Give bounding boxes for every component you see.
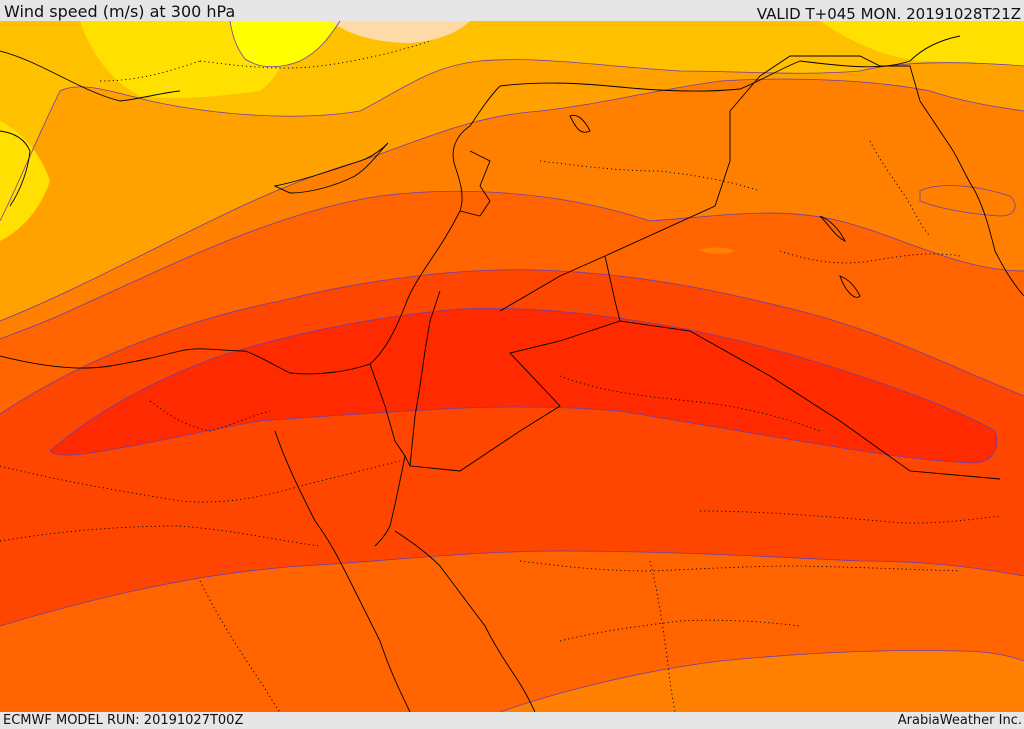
model-run-label: ECMWF MODEL RUN: 20191027T00Z (3, 713, 244, 728)
wind-speed-map (0, 21, 1024, 712)
coastline (499, 35, 961, 92)
credit-label: ArabiaWeather Inc. (897, 713, 1022, 728)
wind-band-gold (0, 21, 1024, 241)
wind-contours (0, 21, 1024, 712)
map-canvas (0, 21, 1024, 712)
contour-line (229, 21, 341, 68)
wind-band-yellow (230, 21, 340, 67)
coastline (0, 130, 31, 207)
coastline (274, 430, 411, 712)
contour-line (49, 308, 998, 464)
wind-jet-core (50, 308, 997, 463)
border-line (459, 150, 491, 217)
coastline (0, 50, 181, 102)
boundary-line (199, 580, 281, 712)
contour-line (499, 650, 1024, 712)
wind-band-orange-island-2 (770, 141, 810, 155)
border-line (409, 290, 441, 467)
coastline (0, 85, 501, 375)
boundary-line (559, 375, 821, 432)
boundary-line (539, 160, 761, 192)
coastline (919, 100, 1024, 297)
wind-band-pale (330, 21, 470, 43)
contour-line (0, 550, 1024, 627)
boundary-line (0, 525, 321, 547)
contour-line (0, 59, 1024, 222)
coastlines (0, 35, 1024, 712)
border-line (369, 320, 1001, 480)
valid-time-label: VALID T+045 MON. 20191028T21Z (756, 5, 1021, 23)
coastline (374, 455, 406, 547)
footer-bar: ECMWF MODEL RUN: 20191027T00Z ArabiaWeat… (0, 712, 1024, 729)
coastline (394, 530, 536, 712)
wind-band-orange-south (500, 650, 1024, 712)
wind-band-orange-island (920, 185, 1016, 216)
boundary-line (149, 400, 271, 432)
wind-band-orange-island-3 (698, 247, 735, 254)
border-line (499, 55, 921, 312)
coastline (839, 275, 861, 298)
contour-line (919, 185, 1016, 217)
coastline (819, 215, 847, 243)
internal-boundaries (0, 40, 1001, 712)
map-title: Wind speed (m/s) at 300 hPa (4, 2, 236, 21)
coastline (569, 114, 591, 133)
cyprus-coast (273, 142, 389, 194)
contour-line (0, 78, 1024, 322)
contour-line (0, 269, 1024, 415)
national-borders (369, 55, 1001, 480)
border-line (604, 255, 621, 322)
contour-line (0, 190, 1024, 340)
header-bar: Wind speed (m/s) at 300 hPa VALID T+045 … (0, 0, 1024, 23)
boundary-line (199, 40, 431, 69)
